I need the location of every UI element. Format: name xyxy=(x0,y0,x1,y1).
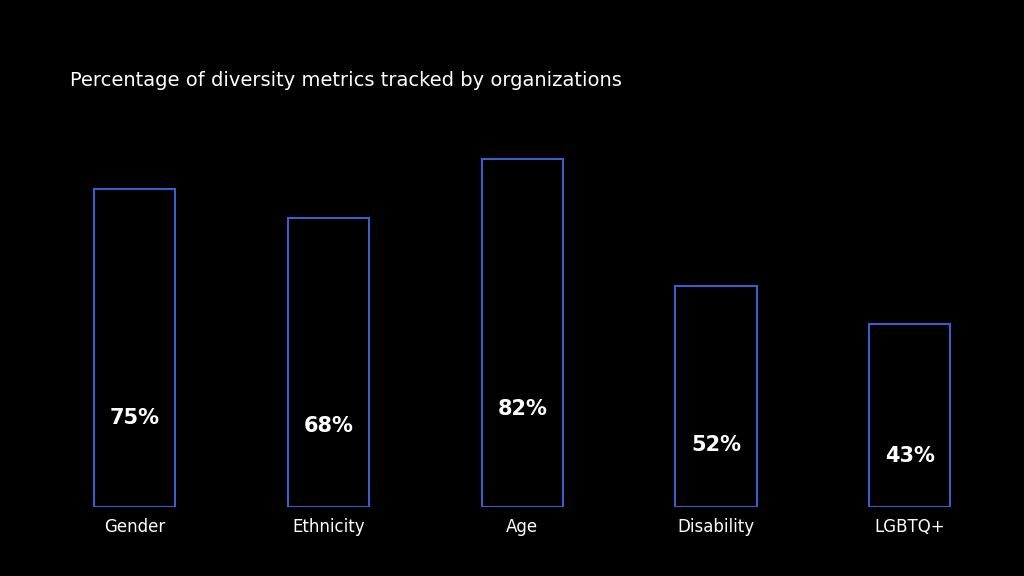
Text: 52%: 52% xyxy=(691,435,741,455)
Bar xyxy=(675,286,757,507)
Text: 75%: 75% xyxy=(110,408,160,428)
Text: 82%: 82% xyxy=(498,399,547,419)
Text: 43%: 43% xyxy=(885,446,935,466)
Bar xyxy=(288,218,370,507)
Bar xyxy=(94,188,175,507)
Text: Percentage of diversity metrics tracked by organizations: Percentage of diversity metrics tracked … xyxy=(70,71,622,90)
Bar xyxy=(481,159,563,507)
Bar xyxy=(869,324,950,507)
Text: 68%: 68% xyxy=(303,416,353,436)
